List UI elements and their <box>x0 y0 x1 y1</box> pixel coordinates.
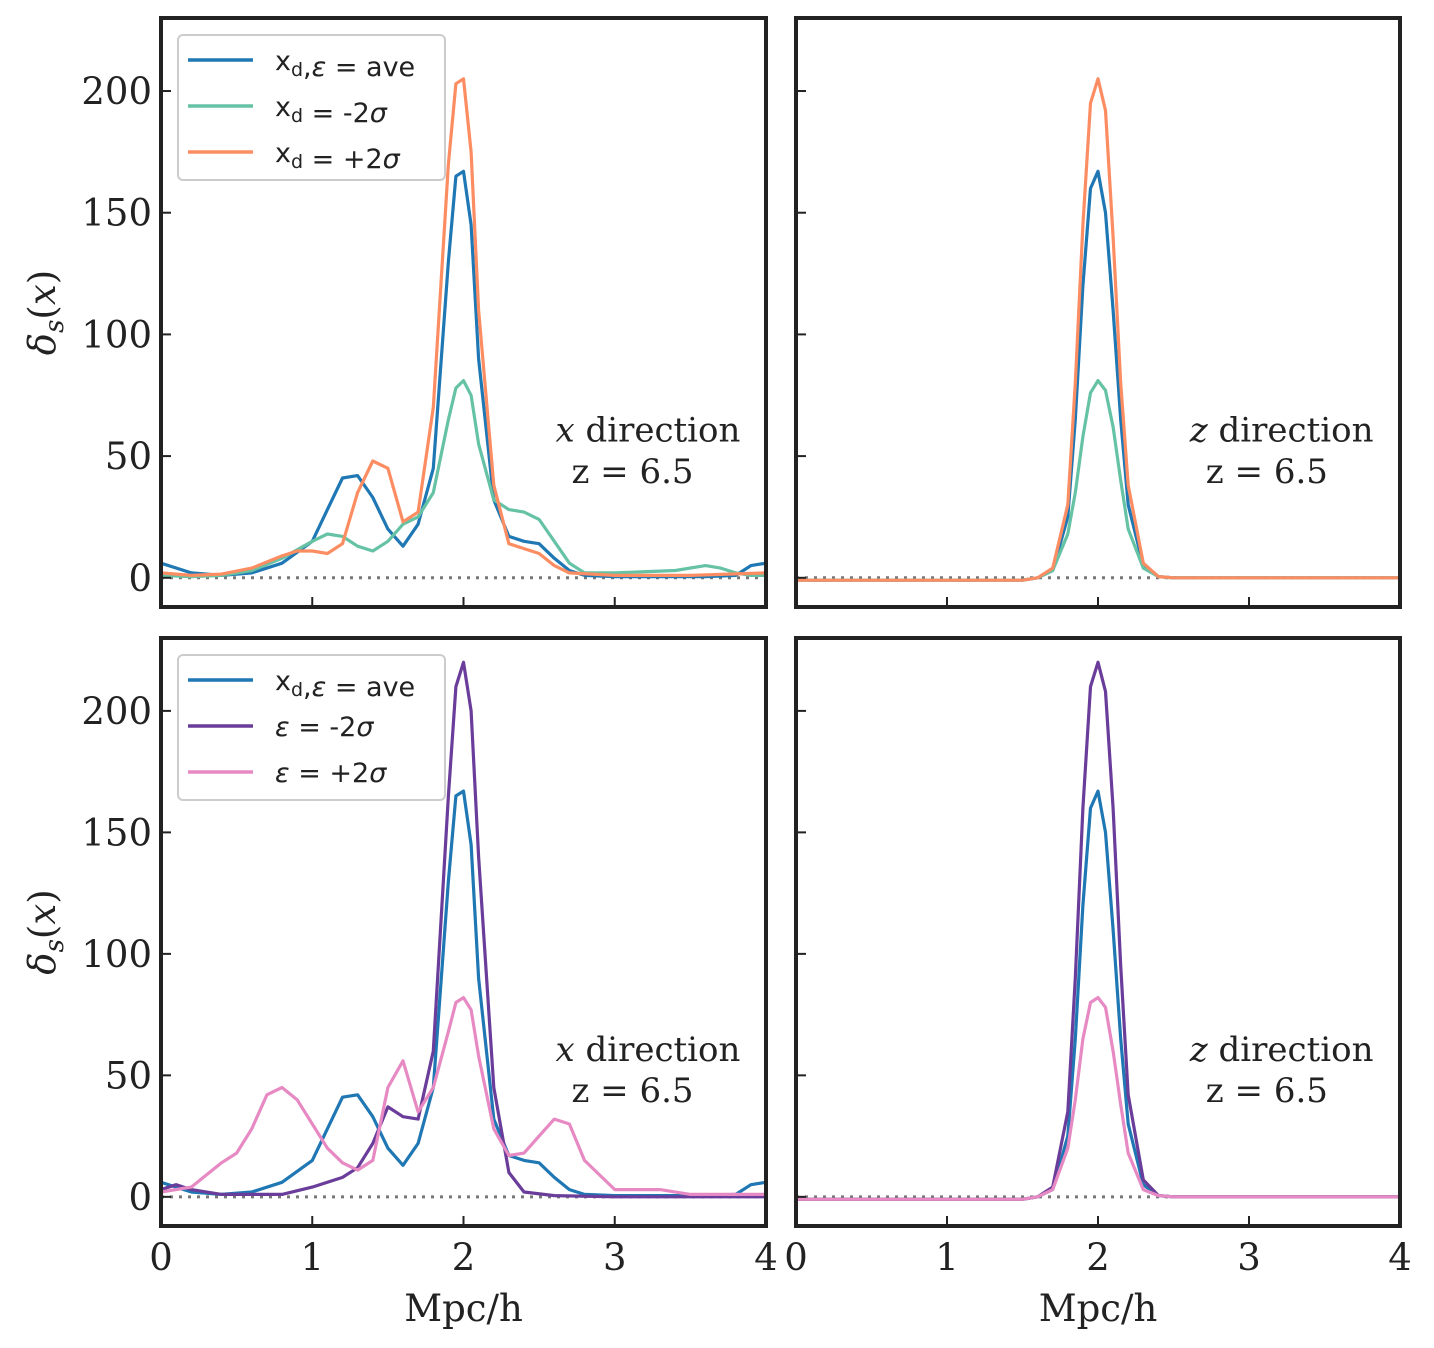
redshift-annotation: z = 6.5 <box>1206 1071 1328 1111</box>
y-tick-label: 0 <box>128 1176 152 1219</box>
direction-annotation: x direction <box>555 410 740 450</box>
series-line-1 <box>161 379 766 579</box>
series-line-0 <box>161 789 766 1198</box>
series-line-0 <box>796 169 1400 582</box>
x-tick-label: 1 <box>300 1236 324 1279</box>
panel-bottom-left: 0 50 100 150 200 0 1 2 3 4 Mpc/h δs(x) x directionz … <box>21 636 778 1330</box>
y-tick-label: 100 <box>81 933 152 976</box>
x-tick-label: 3 <box>1237 1236 1261 1279</box>
legend: xd,ε = ave ε = -2σ ε = +2σ <box>177 654 446 801</box>
legend-label: ε = -2σ <box>275 712 374 743</box>
legend-label: xd = -2σ <box>275 92 388 129</box>
series-line-2 <box>161 77 766 578</box>
x-tick-label: 0 <box>149 1236 173 1279</box>
y-tick-label: 200 <box>81 70 152 113</box>
y-tick-label: 0 <box>128 557 152 600</box>
plot-frame <box>794 16 1402 609</box>
x-tick-label: 0 <box>784 1236 808 1279</box>
series-line-1 <box>161 660 766 1199</box>
y-axis-label: δs(x) <box>21 889 70 974</box>
legend-label: ε = +2σ <box>275 758 387 789</box>
x-tick-label: 4 <box>754 1236 778 1279</box>
series-line-2 <box>796 995 1400 1201</box>
series-line-1 <box>796 660 1400 1201</box>
redshift-annotation: z = 6.5 <box>571 1071 693 1111</box>
redshift-annotation: z = 6.5 <box>1206 452 1328 492</box>
y-tick-label: 100 <box>81 313 152 356</box>
y-tick-label: 150 <box>81 811 152 854</box>
legend-label: xd,ε = ave <box>275 46 415 83</box>
x-tick-label: 1 <box>935 1236 959 1279</box>
series-line-2 <box>796 77 1400 582</box>
y-tick-label: 50 <box>105 435 152 478</box>
legend: xd,ε = ave xd = -2σ xd = +2σ <box>177 34 446 181</box>
y-axis-label: δs(x) <box>21 270 70 355</box>
x-axis-label: Mpc/h <box>1039 1287 1158 1330</box>
plot-frame <box>794 636 1402 1228</box>
x-tick-label: 2 <box>1086 1236 1110 1279</box>
series-line-0 <box>161 169 766 579</box>
redshift-annotation: z = 6.5 <box>571 452 693 492</box>
legend-label: xd = +2σ <box>275 138 401 175</box>
direction-annotation: z direction <box>1189 1030 1374 1070</box>
series-line-2 <box>161 995 766 1197</box>
series-line-0 <box>796 789 1400 1201</box>
y-tick-label: 50 <box>105 1054 152 1097</box>
x-tick-label: 2 <box>452 1236 476 1279</box>
x-tick-label: 3 <box>603 1236 627 1279</box>
x-axis-label: Mpc/h <box>404 1287 523 1330</box>
direction-annotation: z direction <box>1189 410 1374 450</box>
y-tick-label: 200 <box>81 690 152 733</box>
legend-label: xd,ε = ave <box>275 666 415 703</box>
x-tick-label: 4 <box>1388 1236 1412 1279</box>
y-tick-label: 150 <box>81 192 152 235</box>
direction-annotation: x direction <box>555 1030 740 1070</box>
